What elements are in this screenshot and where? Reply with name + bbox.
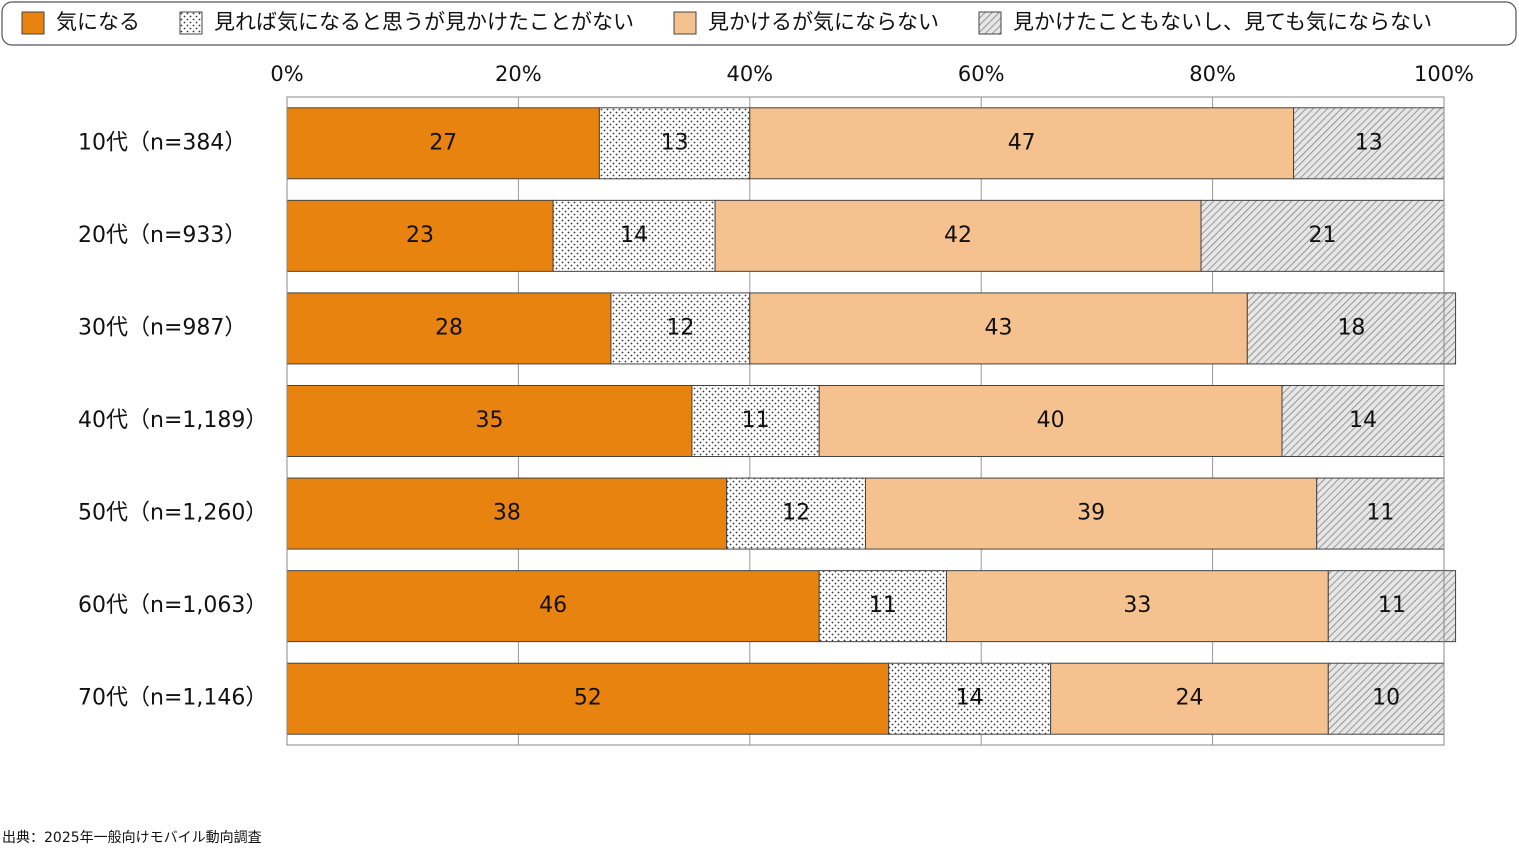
bar-segment: [865, 477, 1318, 550]
x-tick-label: 60%: [958, 62, 1005, 86]
bar-segment: [286, 292, 612, 365]
legend-label: 見れば気になると思うが見かけたことがない: [214, 10, 634, 34]
legend: 気になる 見れば気になると思うが見かけたことがない 見かけるが気にならない 見かけたこ…: [21, 10, 1432, 35]
y-tick-label: 10代（n=384）: [78, 130, 246, 155]
bar-segment: [610, 292, 751, 365]
y-tick-label: 50代（n=1,260）: [78, 501, 267, 526]
value-label: 40: [1037, 408, 1065, 433]
value-label: 33: [1123, 593, 1151, 618]
bar-segment: [714, 199, 1202, 272]
value-label: 35: [475, 408, 503, 433]
value-label: 23: [406, 223, 434, 248]
bars: 10代（n=384） 27 13 47 13 20代（n=933） 23 14 42 21 30代（…: [78, 107, 1457, 735]
x-tick-label: 0%: [270, 62, 303, 86]
value-label: 27: [429, 130, 457, 155]
value-label: 14: [1349, 408, 1377, 433]
bar-segment: [286, 477, 728, 550]
legend-label: 気になる: [56, 10, 140, 34]
y-tick-label: 30代（n=987）: [78, 315, 246, 340]
value-label: 11: [1378, 593, 1406, 618]
bar-segment: [286, 570, 820, 643]
bar-segment: [598, 107, 751, 180]
value-label: 38: [493, 501, 521, 526]
value-label: 39: [1077, 501, 1105, 526]
value-label: 14: [620, 223, 648, 248]
bar-segment: [1200, 199, 1445, 272]
value-label: 12: [782, 501, 810, 526]
value-label: 14: [956, 686, 984, 711]
y-tick-label: 60代（n=1,063）: [78, 593, 267, 618]
x-tick-label: 100%: [1414, 62, 1474, 86]
value-label: 28: [435, 315, 463, 340]
bar-segment: [818, 570, 947, 643]
bar-segment: [945, 570, 1329, 643]
legend-swatch: [179, 11, 203, 35]
bar-segment: [1316, 477, 1445, 550]
value-label: 42: [944, 223, 972, 248]
value-label: 11: [1366, 501, 1394, 526]
plot-frame: [286, 96, 1445, 746]
bar-segment: [888, 662, 1052, 735]
bar-segment: [749, 107, 1295, 180]
value-label: 10: [1372, 686, 1400, 711]
bar-segment: [749, 292, 1248, 365]
source-note: 出典：2025年一般向けモバイル動向調査: [2, 830, 262, 846]
value-label: 11: [742, 408, 770, 433]
bar-segment: [1293, 107, 1445, 180]
bar-segment: [1050, 662, 1329, 735]
bar-segment: [726, 477, 866, 550]
value-label: 18: [1337, 315, 1365, 340]
y-tick-label: 70代（n=1,146）: [78, 686, 267, 711]
value-label: 13: [661, 130, 689, 155]
bar-segment: [286, 385, 693, 457]
value-label: 12: [666, 315, 694, 340]
x-tick-label: 40%: [726, 62, 773, 86]
value-label: 24: [1175, 686, 1203, 711]
value-label: 47: [1008, 130, 1036, 155]
x-tick-label: 20%: [495, 62, 542, 86]
value-label: 43: [985, 315, 1013, 340]
y-tick-label: 40代（n=1,189）: [78, 408, 267, 433]
legend-swatch: [978, 11, 1002, 35]
value-label: 11: [869, 593, 897, 618]
bar-segment: [1246, 292, 1457, 365]
bar-segment: [818, 385, 1283, 457]
legend-swatch: [21, 11, 45, 35]
bar-segment: [1281, 385, 1445, 457]
bar-segment: [286, 662, 890, 735]
value-label: 52: [574, 686, 602, 711]
value-label: 13: [1355, 130, 1383, 155]
bar-segment: [1327, 570, 1457, 643]
legend-label: 見かけるが気にならない: [708, 10, 939, 34]
legend-swatch: [673, 11, 697, 35]
bar-segment: [286, 199, 554, 272]
bar-segment: [552, 199, 716, 272]
value-label: 21: [1309, 223, 1337, 248]
bar-segment: [691, 385, 820, 457]
value-label: 46: [539, 593, 567, 618]
legend-label: 見かけたこともないし、見ても気にならない: [1013, 10, 1432, 34]
y-tick-label: 20代（n=933）: [78, 223, 246, 248]
bar-segment: [1327, 662, 1445, 735]
x-tick-label: 80%: [1189, 62, 1236, 86]
legend-box: [1, 1, 1517, 46]
